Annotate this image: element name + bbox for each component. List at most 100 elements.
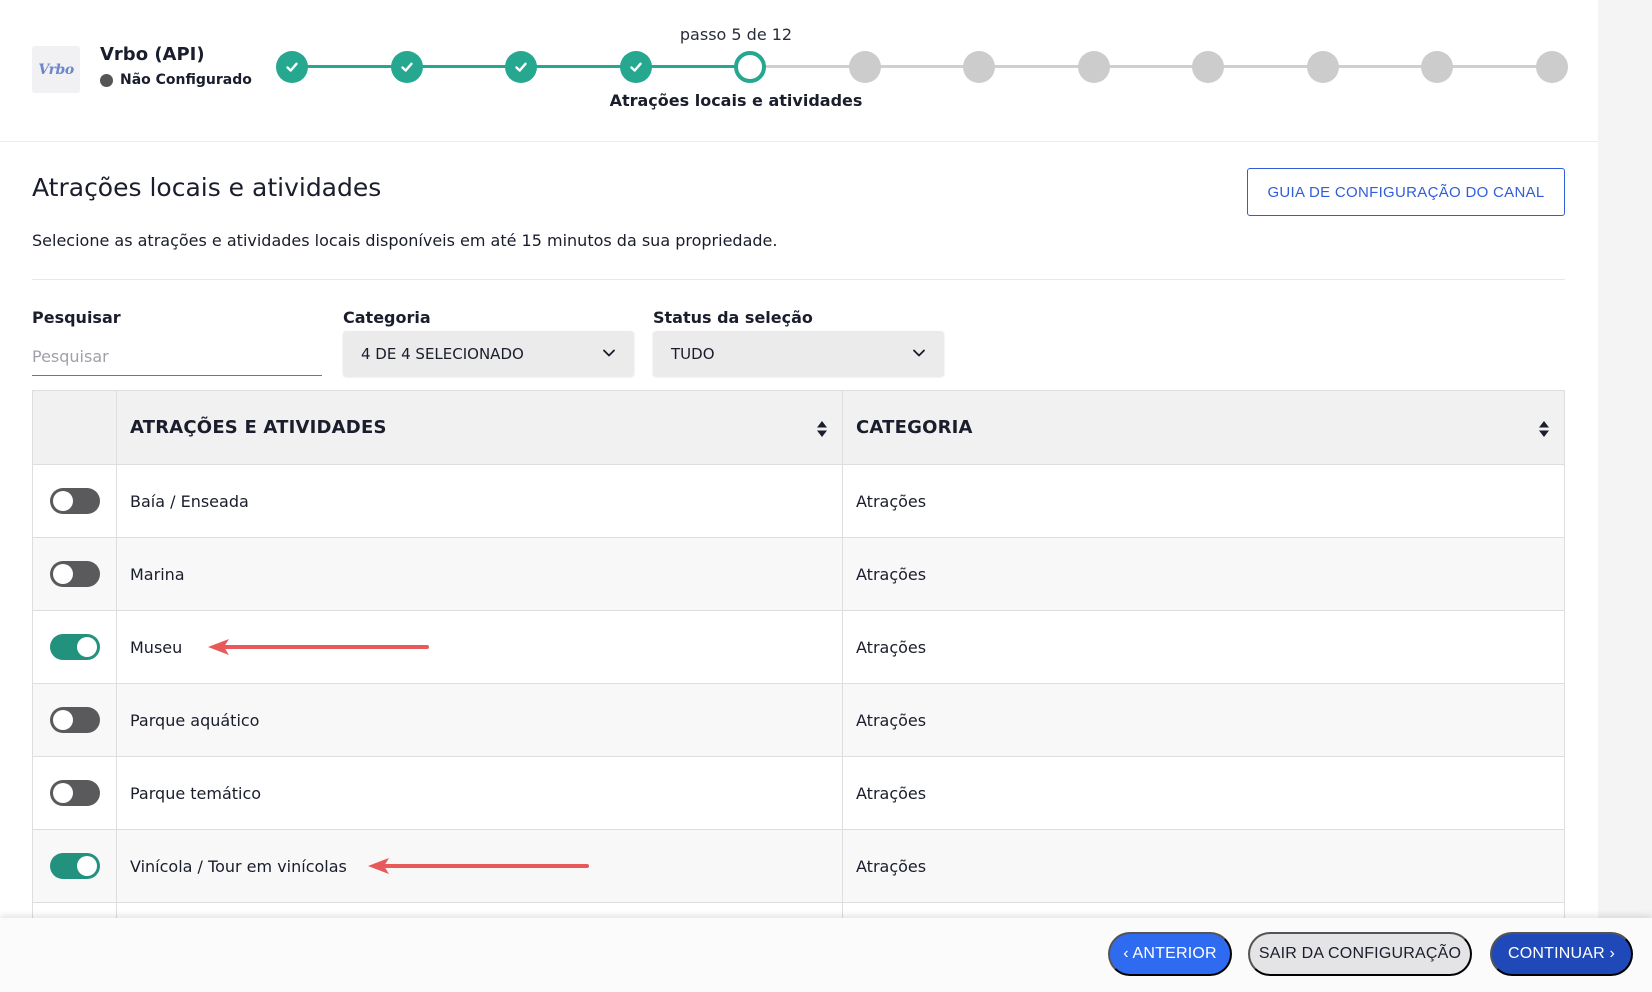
step-pending	[848, 51, 881, 83]
attraction-category-cell: Atrações	[843, 684, 1564, 756]
step-current	[734, 51, 766, 83]
table-row: Parque temático Atrações	[33, 757, 1564, 830]
chevron-down-icon	[603, 349, 615, 357]
attraction-category-cell: Atrações	[843, 465, 1564, 537]
search-label: Pesquisar	[32, 308, 121, 327]
table-row: Marina Atrações	[33, 538, 1564, 611]
attraction-category: Atrações	[856, 856, 927, 876]
page-title: Atrações locais e atividades	[32, 173, 382, 202]
footer-bar: ‹ ANTERIOR SAIR DA CONFIGURAÇÃO CONTINUA…	[0, 918, 1652, 992]
attraction-toggle[interactable]	[49, 488, 100, 514]
step-connector	[521, 65, 636, 68]
step-pending	[963, 51, 995, 83]
sort-icon[interactable]	[1538, 420, 1550, 438]
step-pending	[1535, 51, 1568, 83]
setup-card: Vrbo Vrbo (API) Não Configurado passo 5 …	[0, 0, 1598, 992]
table-header: ATRAÇÕES E ATIVIDADES CATEGORIA	[33, 391, 1564, 465]
table-row: Vinícola / Tour em vinícolas Atrações	[33, 830, 1564, 903]
divider	[32, 279, 1565, 280]
attraction-toggle[interactable]	[49, 853, 100, 879]
table-row: Museu Atrações	[33, 611, 1564, 684]
toggle-cell	[33, 611, 117, 683]
check-icon	[286, 62, 298, 72]
previous-button[interactable]: ‹ ANTERIOR	[1108, 932, 1232, 976]
toggle-knob	[52, 783, 73, 803]
column-header-label: ATRAÇÕES E ATIVIDADES	[130, 417, 387, 438]
toggle-cell	[33, 538, 117, 610]
page-description: Selecione as atrações e atividades locai…	[32, 231, 778, 250]
step-connector	[1208, 65, 1323, 68]
table-row: Parque aquático Atrações	[33, 684, 1564, 757]
sort-icon[interactable]	[816, 420, 828, 438]
channel-status-text: Não Configurado	[120, 72, 252, 88]
attraction-category: Atrações	[856, 491, 927, 511]
toggle-knob	[52, 564, 73, 584]
step-connector	[292, 65, 407, 68]
step-connector	[864, 65, 979, 68]
step-pending	[1192, 51, 1224, 83]
step-pending	[1306, 51, 1339, 83]
column-header-attractions[interactable]: ATRAÇÕES E ATIVIDADES	[117, 391, 843, 464]
channel-guide-button[interactable]: GUIA DE CONFIGURAÇÃO DO CANAL	[1247, 168, 1565, 216]
attraction-category: Atrações	[856, 564, 927, 584]
attraction-toggle[interactable]	[49, 634, 100, 660]
toggle-knob	[52, 710, 73, 730]
toggle-cell	[33, 757, 117, 829]
check-icon	[629, 62, 642, 72]
attraction-name: Vinícola / Tour em vinícolas	[130, 856, 347, 876]
status-dot-icon	[100, 73, 113, 87]
step-counter: passo 5 de 12	[679, 25, 793, 44]
toggle-knob	[76, 637, 97, 657]
selection-status-label: Status da seleção	[653, 308, 813, 327]
step-completed	[390, 51, 423, 83]
attraction-category: Atrações	[856, 710, 927, 730]
step-connector	[635, 65, 750, 68]
annotation-arrow-icon	[368, 858, 589, 874]
step-completed	[619, 51, 652, 83]
selection-status-select[interactable]: TUDO	[653, 331, 944, 376]
step-connector	[1093, 65, 1208, 68]
continue-button[interactable]: CONTINUAR ›	[1490, 932, 1633, 976]
step-connector	[1322, 65, 1437, 68]
progress-stepper: passo 5 de 12 Atrações locais e atividad…	[276, 0, 1568, 142]
step-completed	[505, 51, 537, 83]
step-connector	[1437, 65, 1552, 68]
category-select[interactable]: 4 DE 4 SELECIONADO	[343, 331, 634, 376]
step-pending	[1421, 51, 1453, 83]
channel-name: Vrbo (API)	[100, 44, 205, 65]
toggle-cell	[33, 684, 117, 756]
toggle-knob	[52, 491, 73, 511]
attraction-name: Baía / Enseada	[130, 491, 249, 511]
exit-setup-button[interactable]: SAIR DA CONFIGURAÇÃO	[1248, 932, 1472, 976]
attraction-category: Atrações	[856, 637, 927, 657]
toggle-column-header	[33, 391, 117, 464]
attraction-toggle[interactable]	[49, 707, 100, 733]
attraction-name: Marina	[130, 564, 185, 584]
attraction-toggle[interactable]	[49, 780, 100, 806]
attraction-category-cell: Atrações	[843, 830, 1564, 902]
attraction-category-cell: Atrações	[843, 757, 1564, 829]
step-completed	[276, 51, 308, 83]
attraction-name-cell: Parque temático	[117, 757, 843, 829]
selection-status-value: TUDO	[671, 344, 715, 363]
column-header-category[interactable]: CATEGORIA	[843, 391, 1564, 464]
step-connector	[979, 65, 1094, 68]
column-header-label: CATEGORIA	[856, 417, 973, 438]
attraction-toggle[interactable]	[49, 561, 100, 587]
table-body: Baía / Enseada Atrações Marina Atrações Muse…	[33, 465, 1564, 976]
channel-status: Não Configurado	[100, 72, 252, 88]
attraction-category: Atrações	[856, 783, 927, 803]
attraction-category-cell: Atrações	[843, 611, 1564, 683]
channel-logo: Vrbo	[32, 46, 80, 93]
step-connector	[406, 65, 521, 68]
attraction-name-cell: Marina	[117, 538, 843, 610]
chevron-down-icon	[913, 349, 925, 357]
attraction-name-cell: Baía / Enseada	[117, 465, 843, 537]
attraction-name: Parque temático	[130, 783, 262, 803]
attraction-category-cell: Atrações	[843, 538, 1564, 610]
search-input[interactable]	[32, 338, 322, 376]
attraction-name-cell: Parque aquático	[117, 684, 843, 756]
toggle-knob	[76, 856, 97, 876]
setup-header: Vrbo Vrbo (API) Não Configurado passo 5 …	[0, 0, 1598, 142]
toggle-cell	[33, 465, 117, 537]
